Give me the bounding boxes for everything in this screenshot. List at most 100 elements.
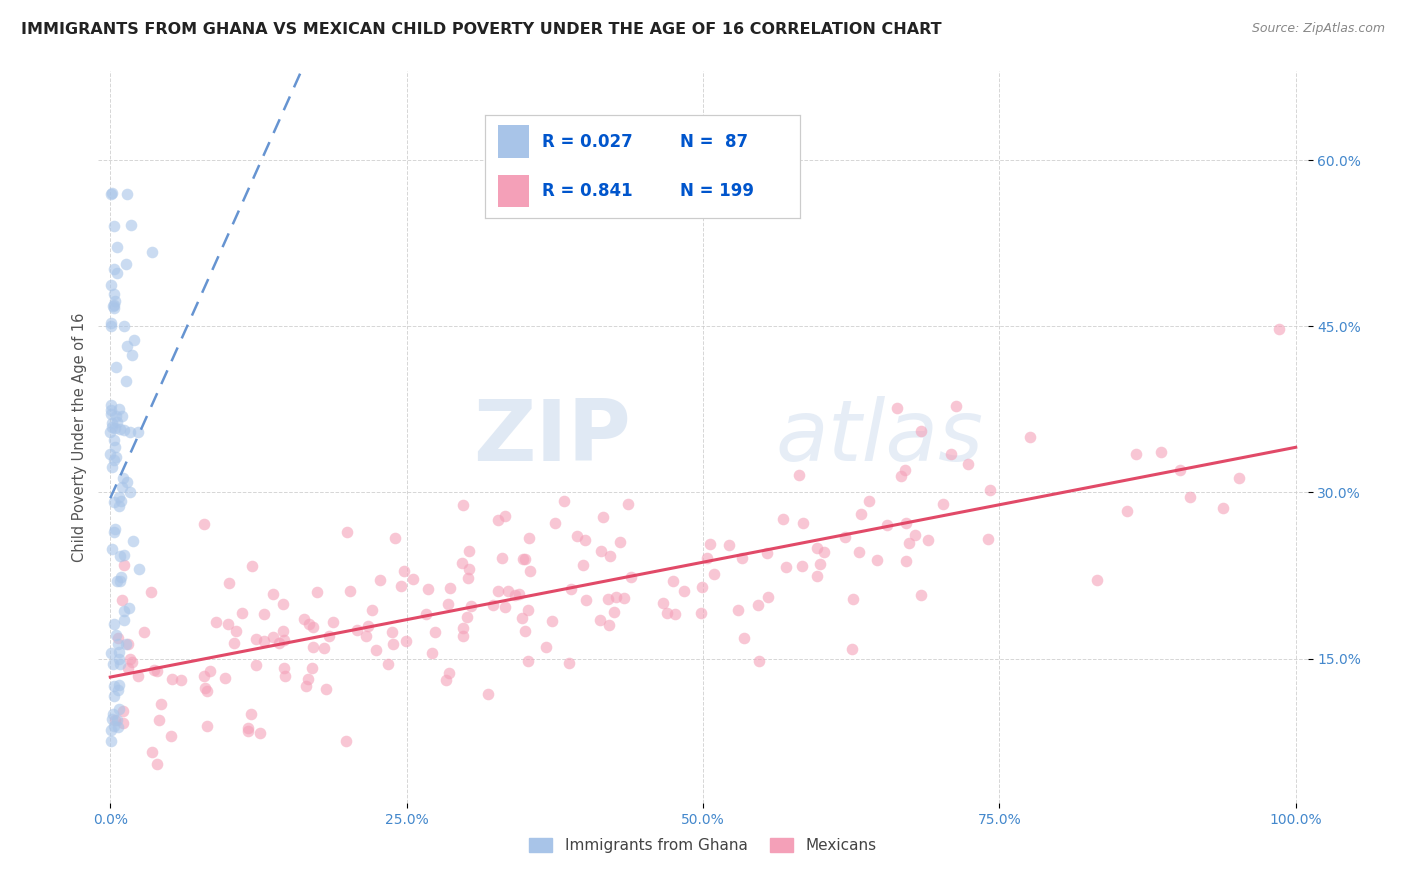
Point: [100, 646, 122, 660]
Point: [457, 571, 479, 585]
Point: [108, 499, 131, 513]
Point: [599, 549, 621, 563]
Point: [160, 729, 183, 743]
Point: [748, 654, 770, 668]
Text: atlas: atlas: [776, 395, 984, 479]
Point: [105, 409, 128, 423]
Point: [240, 559, 263, 574]
Point: [100, 425, 122, 440]
Point: [894, 463, 917, 477]
Point: [110, 493, 132, 508]
Point: [100, 278, 122, 293]
Point: [456, 610, 478, 624]
Point: [598, 591, 620, 606]
Point: [108, 678, 131, 692]
Point: [336, 524, 359, 539]
Point: [139, 585, 162, 599]
Point: [115, 257, 138, 271]
Point: [204, 615, 226, 630]
Point: [107, 631, 129, 645]
Point: [1227, 471, 1250, 485]
Point: [115, 339, 138, 353]
Point: [112, 558, 135, 573]
Point: [103, 452, 125, 467]
Point: [415, 607, 437, 622]
Point: [108, 645, 131, 659]
Point: [101, 712, 124, 726]
Point: [111, 480, 134, 494]
Point: [655, 606, 678, 620]
Point: [108, 574, 131, 588]
Point: [775, 559, 797, 574]
Point: [105, 574, 128, 588]
Point: [876, 518, 898, 533]
Point: [128, 562, 150, 576]
Point: [104, 421, 127, 435]
Point: [118, 601, 141, 615]
Point: [193, 681, 215, 695]
Point: [307, 585, 329, 599]
Text: ZIP: ZIP: [472, 395, 630, 479]
Point: [122, 533, 145, 548]
Point: [141, 745, 163, 759]
Point: [110, 570, 132, 584]
Point: [231, 607, 253, 621]
Point: [457, 562, 479, 576]
Point: [696, 550, 718, 565]
Point: [117, 660, 139, 674]
Point: [100, 187, 122, 202]
Point: [245, 658, 267, 673]
Point: [553, 494, 575, 508]
Point: [366, 643, 388, 657]
Point: [976, 532, 998, 546]
Point: [104, 293, 127, 308]
Point: [112, 715, 135, 730]
Point: [495, 509, 517, 524]
Point: [101, 299, 124, 313]
Point: [193, 669, 215, 683]
Point: [890, 469, 912, 483]
Point: [792, 516, 814, 531]
Point: [1125, 447, 1147, 461]
Point: [932, 497, 955, 511]
Point: [486, 584, 509, 599]
Point: [453, 629, 475, 643]
Point: [103, 616, 125, 631]
Point: [477, 687, 499, 701]
Point: [605, 590, 627, 604]
Point: [747, 598, 769, 612]
Point: [589, 544, 612, 558]
Point: [1085, 574, 1108, 588]
Point: [346, 623, 368, 637]
Point: [437, 597, 460, 611]
Point: [103, 689, 125, 703]
Point: [193, 516, 215, 531]
Point: [866, 552, 889, 566]
Point: [617, 497, 640, 511]
Point: [896, 554, 918, 568]
Point: [339, 583, 361, 598]
Point: [517, 654, 540, 668]
Point: [134, 625, 156, 640]
Point: [790, 558, 813, 573]
Point: [101, 460, 124, 475]
Point: [115, 186, 138, 201]
Point: [939, 447, 962, 461]
Point: [302, 620, 325, 634]
Point: [690, 581, 713, 595]
Point: [101, 186, 124, 200]
Point: [945, 399, 967, 413]
Point: [557, 656, 579, 670]
Point: [389, 579, 412, 593]
Point: [603, 605, 626, 619]
Point: [297, 672, 319, 686]
Point: [755, 546, 778, 560]
Point: [127, 425, 149, 439]
Point: [382, 637, 405, 651]
Point: [510, 611, 533, 625]
Point: [439, 581, 461, 595]
Point: [108, 421, 131, 435]
Point: [112, 423, 135, 437]
Point: [103, 524, 125, 539]
Point: [1268, 322, 1291, 336]
